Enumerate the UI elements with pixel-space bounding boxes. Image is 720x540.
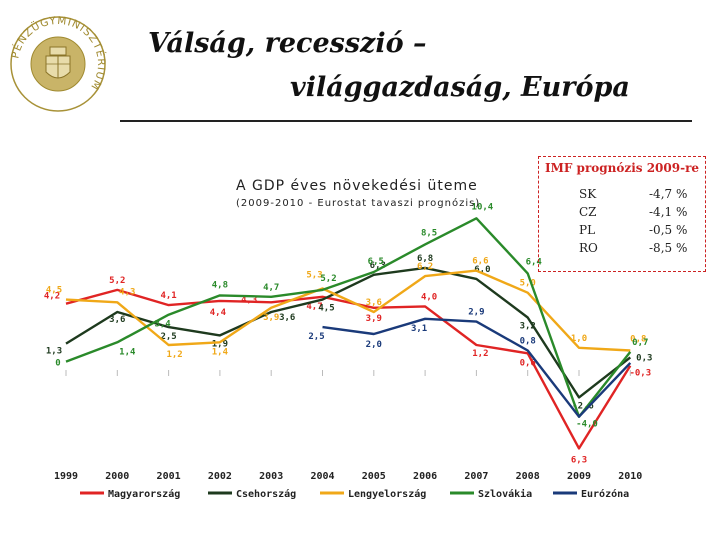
- imf-forecast-title: IMF prognózis 2009-re: [544, 161, 700, 175]
- data-label-ez: 2,0: [366, 340, 382, 350]
- data-label-sk: -4,0: [576, 420, 598, 430]
- data-label-pl: 1,0: [571, 334, 587, 344]
- data-label-pl: 4,3: [119, 287, 135, 297]
- data-label-cz: 6,0: [474, 265, 490, 275]
- x-tick-label: 2004: [310, 471, 334, 482]
- data-label-ez: 0,8: [520, 337, 536, 347]
- x-tick-label: 2006: [413, 471, 437, 482]
- title-underline: [120, 120, 692, 122]
- data-label-hu: 4,3: [241, 295, 257, 305]
- legend-label-ez: Eurózóna: [581, 488, 629, 500]
- data-label-sk: 4,7: [263, 283, 279, 293]
- chart-subtitle: (2009-2010 - Eurostat tavaszi prognózis): [236, 198, 481, 209]
- data-label-hu: 4,2: [44, 292, 60, 302]
- data-label-sk: 6,5: [368, 257, 384, 267]
- data-label-cz: 4,5: [318, 304, 334, 314]
- data-label-ez: 2,9: [468, 308, 484, 318]
- imf-value: -8,5 %: [649, 241, 688, 255]
- data-label-sk: 8,5: [421, 228, 437, 238]
- x-tick-label: 2000: [105, 471, 129, 482]
- data-label-cz: 3,2: [520, 321, 536, 331]
- imf-country: RO: [579, 241, 598, 255]
- series-line-hu: [65, 288, 632, 450]
- data-label-cz: 0,3: [636, 353, 652, 363]
- data-label-pl: 1,2: [166, 350, 182, 360]
- data-label-hu: 4,4: [210, 308, 227, 318]
- imf-value: -0,5 %: [649, 223, 688, 237]
- x-tick-label: 2009: [567, 471, 591, 482]
- page-title-line-2: világgazdaság, Európa: [290, 72, 630, 103]
- x-tick-label: 2002: [208, 471, 232, 482]
- data-label-sk: 0: [55, 359, 60, 369]
- x-tick-label: 2007: [464, 471, 488, 482]
- data-label-sk: 6,4: [526, 257, 543, 267]
- data-label-sk: 1,4: [119, 347, 136, 357]
- data-label-cz: 6,8: [417, 254, 433, 264]
- data-label-pl: 6,2: [417, 262, 433, 272]
- data-label-pl: 5,0: [520, 279, 536, 289]
- data-label-hu: 0,6: [520, 358, 536, 368]
- data-label-sk: 4,8: [212, 280, 228, 290]
- series-line-ez: [322, 317, 632, 418]
- legend-label-hu: Magyarország: [108, 488, 180, 500]
- data-label-sk: 0,7: [632, 338, 648, 348]
- imf-country: CZ: [579, 205, 597, 219]
- chart-title: A GDP éves növekedési üteme: [236, 178, 478, 194]
- legend-label-cz: Csehország: [236, 488, 296, 500]
- data-label-cz: 1,9: [212, 339, 228, 349]
- data-label-hu: 4,1: [160, 291, 176, 301]
- data-label-hu: -0,3: [629, 369, 651, 379]
- page-title-line-1: Válság, recesszió –: [148, 28, 427, 59]
- data-label-cz: 3,6: [279, 313, 295, 323]
- data-label-cz: 3,6: [109, 315, 125, 325]
- series-line-pl: [65, 269, 631, 352]
- data-label-cz: -2,6: [572, 401, 594, 411]
- data-label-hu: 6,3: [571, 455, 587, 465]
- data-label-ez: 2,5: [308, 332, 324, 342]
- data-label-sk: 5,2: [320, 274, 336, 284]
- data-label-pl: 5,3: [306, 271, 322, 281]
- data-label-cz: 1,3: [46, 347, 62, 357]
- data-label-pl: 4,5: [46, 286, 62, 296]
- imf-value: -4,1 %: [649, 205, 688, 219]
- data-label-hu: 5,2: [109, 276, 125, 286]
- legend-label-sk: Szlovákia: [478, 488, 532, 500]
- series-line-sk: [65, 217, 632, 418]
- x-tick-label: 2003: [259, 471, 283, 482]
- x-tick-label: 1999: [54, 471, 78, 482]
- data-label-cz: 2,5: [160, 332, 176, 342]
- x-tick-label: 2005: [362, 471, 386, 482]
- data-label-ez: 3,1: [411, 324, 427, 334]
- data-label-sk: 3,4: [154, 320, 171, 330]
- data-label-hu: 3,9: [366, 314, 382, 324]
- imf-country: PL: [579, 223, 596, 237]
- data-label-pl: 6,6: [472, 257, 488, 267]
- data-label-pl: 3,6: [366, 298, 382, 308]
- ministry-seal-logo: PÉNZÜGYMINISZTÉRIUM: [9, 15, 107, 112]
- legend-label-pl: Lengyelország: [348, 488, 426, 500]
- data-label-sk: 10,4: [472, 202, 494, 212]
- x-tick-label: 2010: [618, 471, 642, 482]
- imf-country: SK: [579, 187, 597, 201]
- data-label-hu: 4,7: [306, 302, 322, 312]
- imf-forecast-box: IMF prognózis 2009-re SK -4,7 % CZ -4,1 …: [538, 156, 706, 272]
- data-label-hu: 1,2: [472, 349, 488, 359]
- imf-value: -4,7 %: [649, 187, 688, 201]
- data-label-pl: 0,8: [630, 335, 646, 345]
- data-label-cz: 6,3: [370, 261, 386, 271]
- x-tick-label: 2001: [157, 471, 181, 482]
- data-label-hu: 4,0: [421, 292, 437, 302]
- data-label-pl: 1,4: [212, 347, 229, 357]
- series-line-cz: [65, 266, 632, 399]
- x-tick-label: 2008: [516, 471, 540, 482]
- data-label-pl: 3,9: [263, 313, 279, 323]
